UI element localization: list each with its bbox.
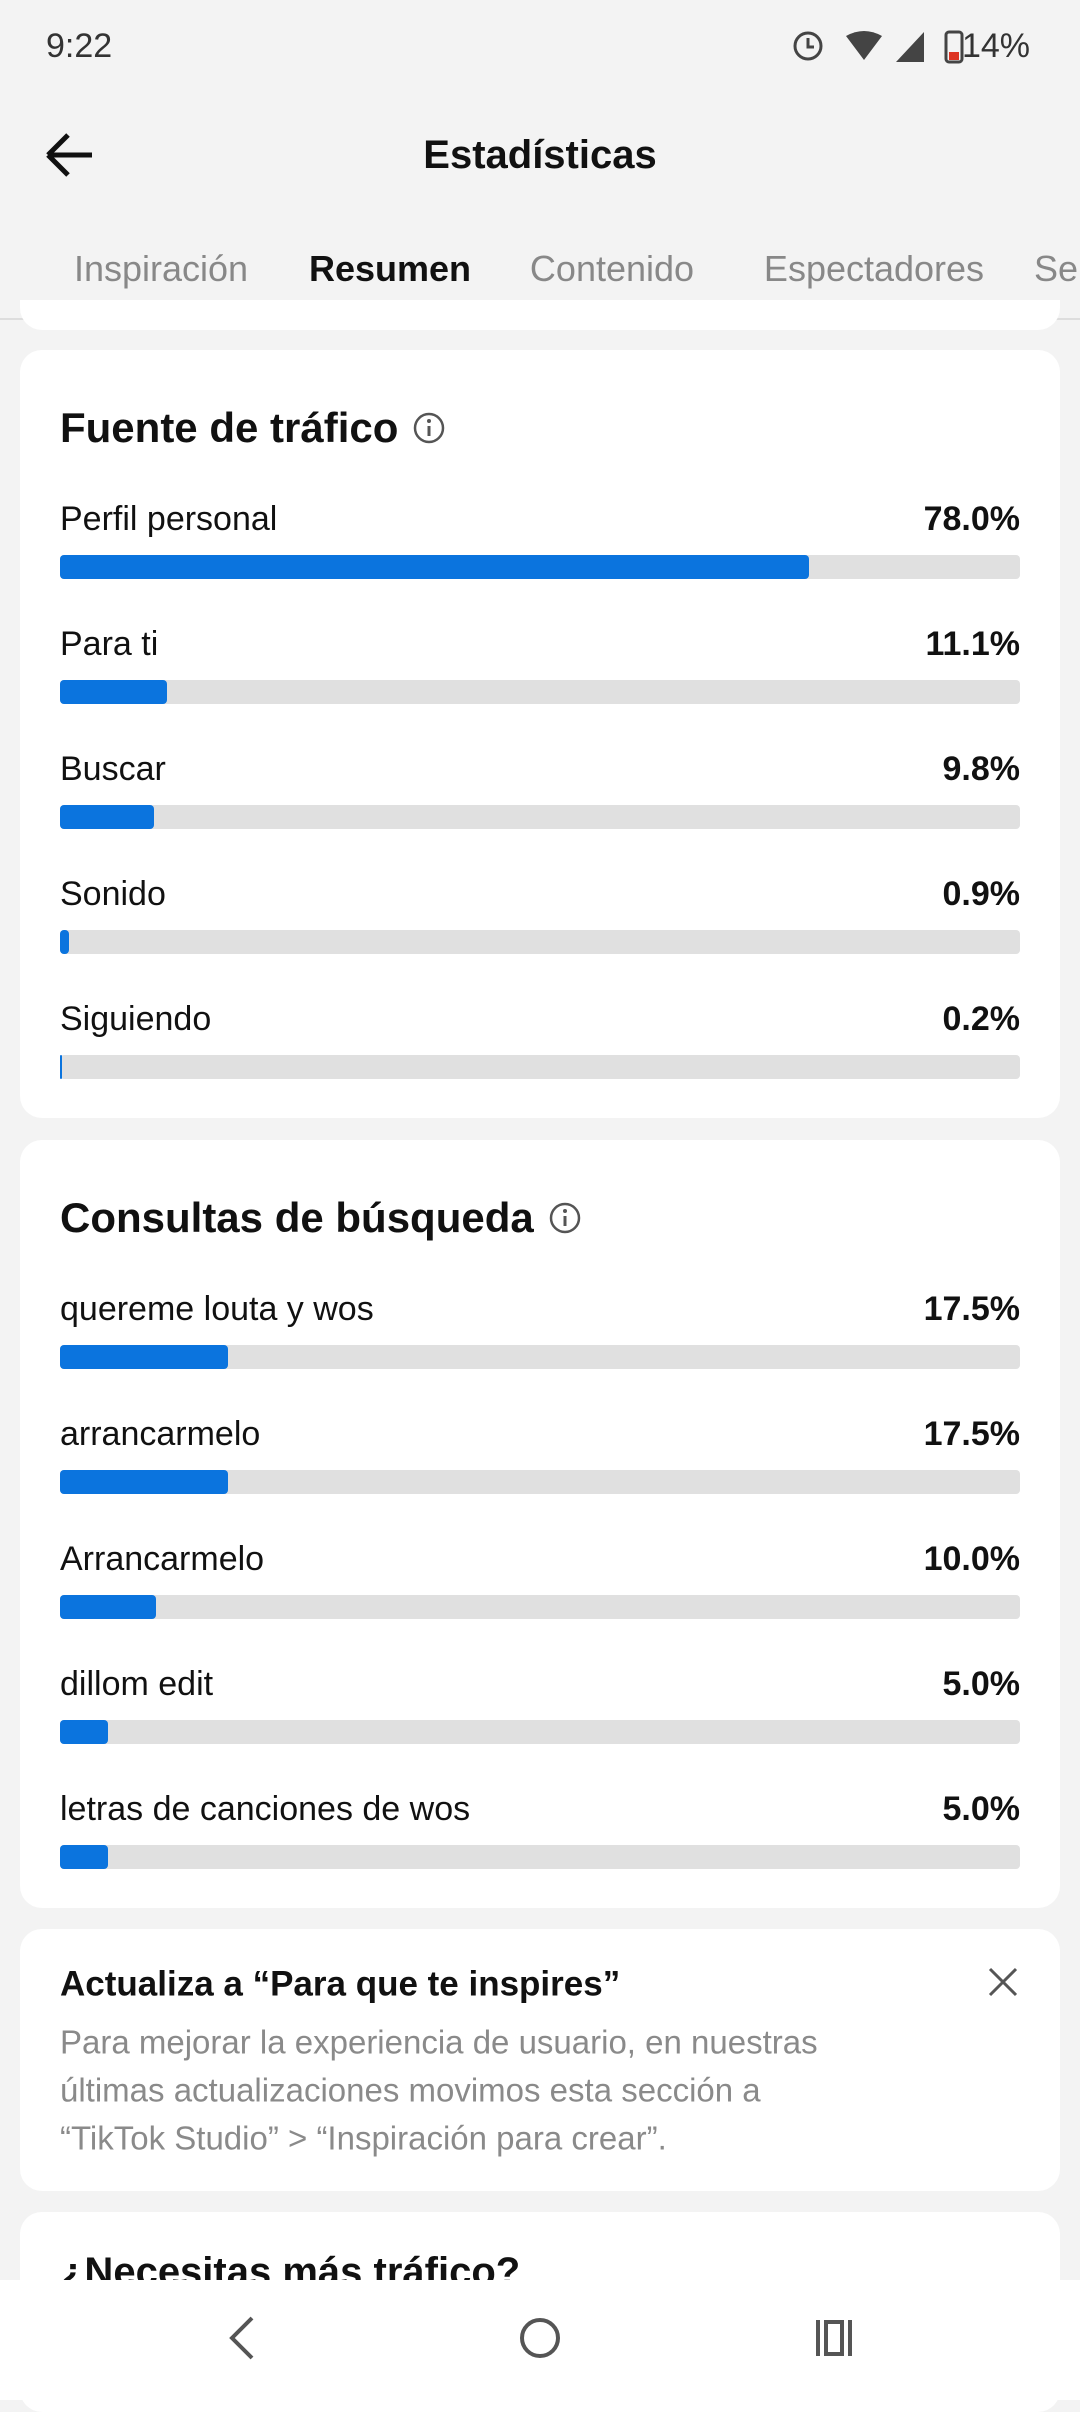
bar [60,1845,108,1869]
row-value: 17.5% [923,1415,1020,1453]
row-value: 0.9% [942,875,1021,913]
status-icons [793,30,964,64]
notice-text: “TikTok Studio” > “Inspiración para crea… [60,2119,667,2157]
prev-card [20,300,1060,330]
row-value: 5.0% [942,1790,1021,1828]
row-value: 9.8% [942,750,1021,788]
notice-text: Para mejorar la experiencia de usuario, … [60,2023,818,2061]
section-title: Consultas de búsqueda [60,1197,582,1239]
close-button[interactable] [986,1965,1020,1999]
row-label: dillom edit [60,1665,214,1703]
section-title-text: Fuente de tráfico [60,404,399,451]
bar [60,1595,156,1619]
row-value: 10.0% [923,1540,1020,1578]
row-label: letras de canciones de wos [60,1790,471,1828]
stats-card: Fuente de tráfico Perfil personal 78.0% Par… [20,350,1060,1118]
info-icon[interactable] [548,1201,582,1235]
row-label: quereme louta y wos [60,1290,374,1328]
bar-track [60,680,1020,704]
row-label: Perfil personal [60,500,278,538]
tab[interactable]: Espectadores [763,248,985,289]
bar-track [60,555,1020,579]
info-icon[interactable] [412,411,446,445]
bar [60,930,69,954]
bar [60,1720,108,1744]
bar [60,1345,228,1369]
bar-track [60,1595,1020,1619]
section-title-text: Consultas de búsqueda [60,1194,534,1241]
bar-track [60,1470,1020,1494]
row-value: 0.2% [942,1000,1021,1038]
nav-bar [0,2280,1080,2400]
row-label: Arrancarmelo [60,1540,265,1578]
tab[interactable]: Se [1033,248,1079,289]
notice-title: Actualiza a “Para que te inspires” [60,1964,621,2004]
row-label: arrancarmelo [60,1415,261,1453]
tab[interactable]: Contenido [529,248,695,289]
row-label: Para ti [60,625,159,663]
section-title: Fuente de tráfico [60,407,446,449]
nav-icons [229,2316,852,2360]
bar [60,555,809,579]
row-value: 17.5% [923,1290,1020,1328]
bar-track [60,805,1020,829]
bar [60,1470,228,1494]
tab[interactable]: Resumen [308,248,472,289]
bar-track [60,1720,1020,1744]
status-time: 9:22 [46,27,113,65]
tab[interactable]: Inspiración [73,248,249,289]
row-value: 78.0% [923,500,1020,538]
page-title: Estadísticas [423,133,657,177]
row-value: 5.0% [942,1665,1021,1703]
back-button[interactable] [40,130,100,180]
bar [60,680,167,704]
bar-track [60,1055,1020,1079]
row-label: Siguiendo [60,1000,212,1038]
bar [60,805,155,829]
bar-track [60,1845,1020,1869]
row-label: Sonido [60,875,166,913]
battery-level: 14% [961,27,1030,65]
notice-text: últimas actualizaciones movimos esta sec… [60,2071,761,2109]
row-value: 11.1% [925,625,1020,663]
stats-card: Consultas de búsqueda quereme louta y wos… [20,1140,1060,1908]
bar-track [60,930,1020,954]
bar-track [60,1345,1020,1369]
bar [60,1055,62,1079]
notice-card: Actualiza a “Para que te inspires” Para … [20,1929,1060,2191]
row-label: Buscar [60,750,166,788]
